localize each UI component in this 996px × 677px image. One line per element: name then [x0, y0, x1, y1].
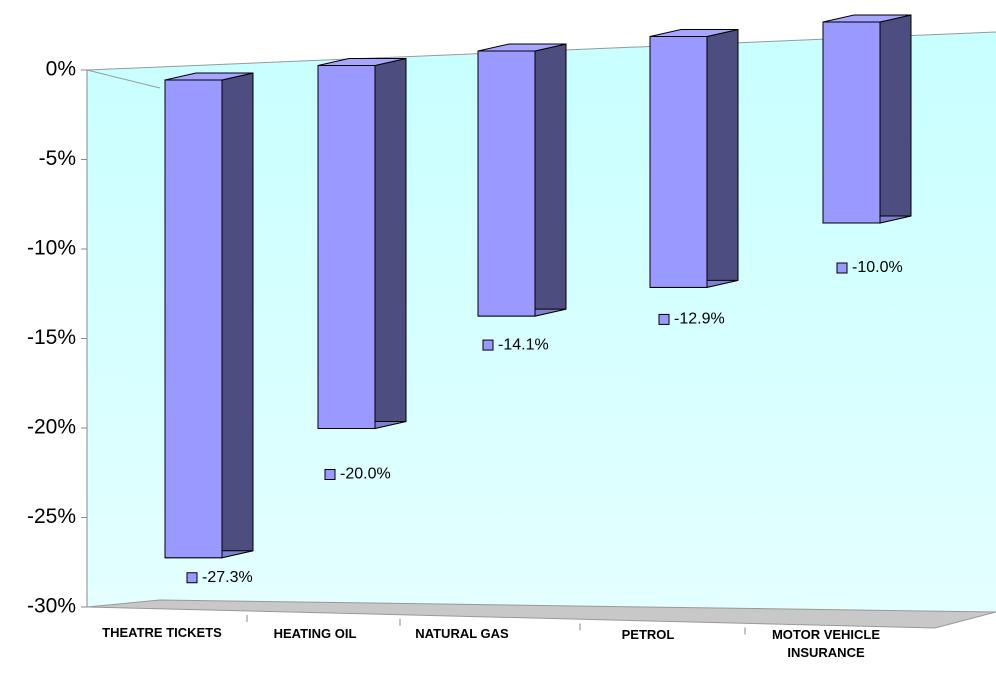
data-label: -20.0% [340, 466, 391, 483]
y-tick-label: -20% [27, 416, 76, 439]
label-marker [324, 469, 336, 480]
x-tick-label: THEATRE TICKETS [102, 625, 222, 640]
wall-edge [86, 69, 161, 89]
y-tick-label: -10% [27, 237, 76, 260]
bar-side [534, 43, 567, 317]
label-marker [658, 313, 670, 325]
data-label: -12.9% [674, 311, 725, 328]
data-label: -27.3% [202, 569, 253, 586]
bar [317, 65, 376, 429]
bar [649, 36, 708, 288]
y-tick-label: 0% [46, 58, 76, 81]
bar [822, 21, 881, 224]
data-label: -14.1% [498, 336, 549, 353]
y-tick-label: -30% [27, 595, 76, 618]
x-tick-label: PETROL [621, 626, 675, 642]
data-label: -10.0% [852, 259, 903, 276]
x-tick-label: HEATING OIL [273, 625, 357, 641]
floor [86, 599, 996, 629]
bar-side [879, 14, 912, 224]
label-marker [186, 572, 198, 584]
bar-side [374, 57, 407, 430]
bar [477, 50, 536, 317]
y-tick-label: -15% [27, 326, 76, 349]
bar-side [221, 72, 254, 559]
y-tick-label: -25% [27, 505, 76, 528]
bar [164, 79, 223, 559]
label-marker [836, 262, 848, 274]
back-wall [87, 32, 996, 612]
x-tick-label: NATURAL GAS [415, 626, 509, 641]
label-marker [482, 339, 494, 351]
y-tick-label: -5% [39, 147, 76, 170]
x-tick-label: MOTOR VEHICLE INSURANCE [771, 627, 881, 660]
bar-side [706, 28, 739, 289]
